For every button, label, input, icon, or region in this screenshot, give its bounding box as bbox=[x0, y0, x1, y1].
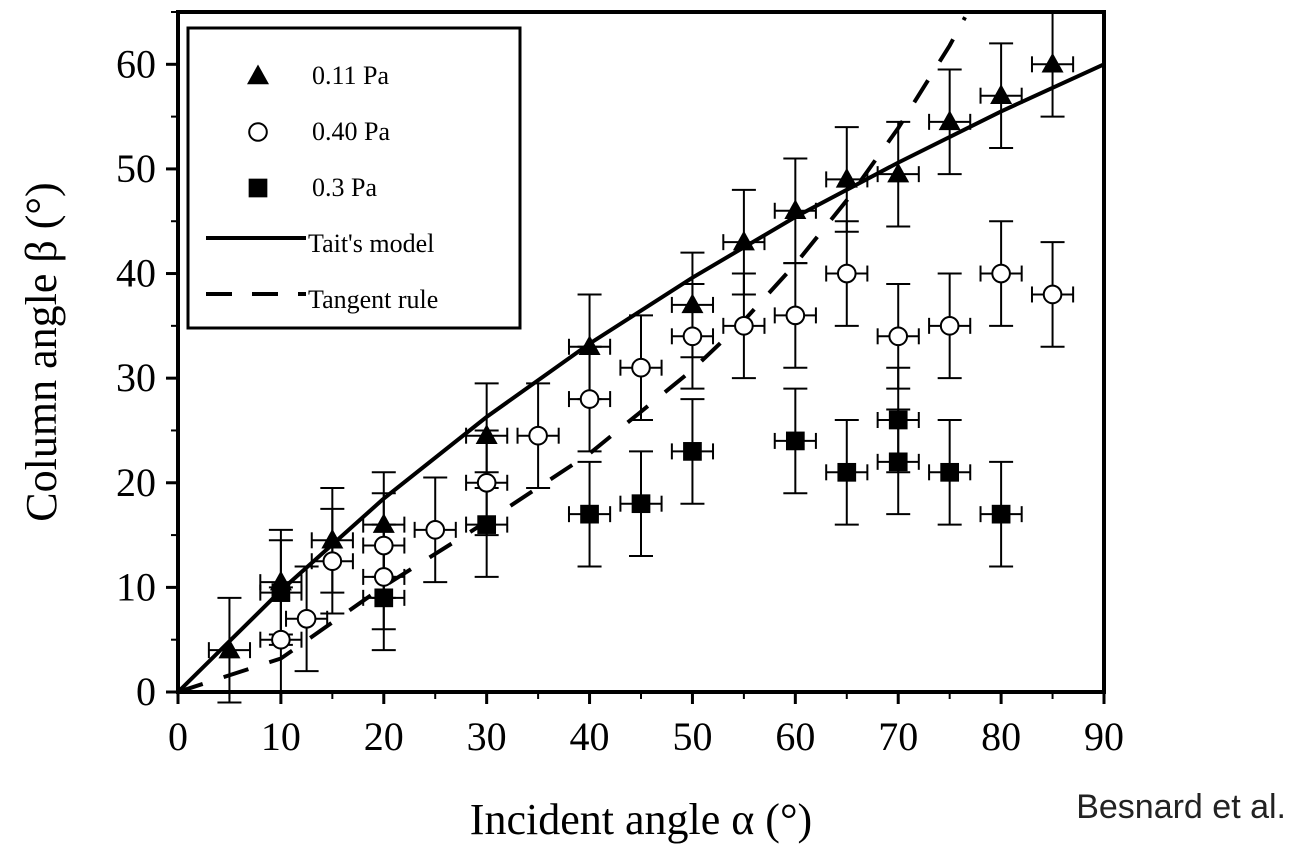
triangle-marker bbox=[990, 84, 1013, 104]
triangle-marker bbox=[887, 162, 910, 183]
circle-marker bbox=[888, 326, 909, 347]
circle-marker bbox=[682, 326, 703, 347]
triangle-marker bbox=[578, 335, 601, 356]
circle-marker bbox=[373, 535, 394, 556]
circle-marker bbox=[991, 263, 1011, 284]
square-marker bbox=[837, 462, 857, 482]
legend-item: 0.40 Pa bbox=[248, 117, 390, 146]
y-tick-label: 0 bbox=[136, 669, 156, 714]
legend-item: Tait's model bbox=[206, 229, 434, 258]
triangle-marker bbox=[681, 293, 704, 314]
triangle-marker bbox=[938, 110, 961, 131]
y-axis-title: Column angle β (°) bbox=[17, 182, 66, 521]
square-marker bbox=[271, 583, 291, 602]
x-tick-label: 0 bbox=[168, 714, 188, 759]
y-tick-label: 30 bbox=[116, 355, 156, 400]
legend-item: 0.3 Pa bbox=[248, 173, 377, 202]
x-tick-label: 20 bbox=[364, 714, 404, 759]
square-marker bbox=[683, 442, 702, 461]
x-tick-label: 80 bbox=[981, 714, 1021, 759]
triangle-marker bbox=[475, 424, 498, 444]
square-marker bbox=[477, 515, 497, 534]
triangle-marker bbox=[218, 638, 241, 659]
circle-marker bbox=[1042, 284, 1063, 305]
legend-label: Tangent rule bbox=[308, 285, 438, 314]
circle-marker bbox=[836, 263, 857, 284]
y-tick-label: 10 bbox=[116, 564, 156, 609]
triangle-marker bbox=[321, 528, 344, 549]
circle-marker bbox=[248, 122, 268, 142]
circle-marker bbox=[785, 305, 806, 326]
circle-marker bbox=[528, 425, 548, 446]
y-tick-label: 60 bbox=[116, 41, 156, 86]
square-marker bbox=[785, 431, 805, 451]
legend-item: 0.11 Pa bbox=[247, 61, 389, 90]
square-marker bbox=[248, 178, 268, 198]
y-tick-label: 40 bbox=[116, 251, 156, 296]
square-marker bbox=[940, 462, 960, 482]
square-marker bbox=[888, 452, 908, 472]
triangle-marker bbox=[835, 167, 858, 188]
legend-label: 0.3 Pa bbox=[312, 173, 377, 202]
square-marker bbox=[580, 504, 599, 524]
x-tick-label: 70 bbox=[878, 714, 918, 759]
legend: 0.11 Pa 0.40 Pa 0.3 Pa Tait's model Tangent … bbox=[186, 26, 522, 330]
square-marker bbox=[631, 494, 651, 514]
x-tick-label: 90 bbox=[1084, 714, 1124, 759]
y-tick-label: 50 bbox=[116, 146, 156, 191]
triangle-marker bbox=[1041, 52, 1064, 73]
circle-marker bbox=[939, 316, 960, 336]
source-credit: Besnard et al. bbox=[1076, 788, 1286, 826]
x-tick-label: 10 bbox=[261, 714, 301, 759]
triangle-marker bbox=[784, 199, 807, 220]
circle-marker bbox=[476, 472, 497, 493]
circle-marker bbox=[373, 567, 394, 587]
triangle-marker bbox=[732, 230, 755, 251]
y-tick-label: 20 bbox=[116, 460, 156, 505]
circle-marker bbox=[296, 608, 317, 629]
data-markers bbox=[218, 52, 1064, 659]
x-axis-title: Incident angle α (°) bbox=[470, 795, 812, 844]
square-marker bbox=[888, 410, 908, 430]
circle-marker bbox=[631, 357, 651, 378]
legend-label: 0.11 Pa bbox=[312, 61, 389, 90]
square-marker bbox=[991, 504, 1011, 524]
circle-marker bbox=[271, 629, 291, 650]
legend-label: Tait's model bbox=[308, 229, 434, 258]
x-tick-label: 50 bbox=[672, 714, 712, 759]
square-marker bbox=[374, 588, 394, 608]
x-tick-label: 60 bbox=[775, 714, 815, 759]
tick-labels: 0 10 20 30 40 50 60 70 80 90 0 10 20 30 40 50 60 bbox=[116, 41, 1124, 759]
legend-label: 0.40 Pa bbox=[312, 117, 390, 146]
axis-ticks bbox=[166, 11, 1106, 704]
x-tick-label: 30 bbox=[467, 714, 507, 759]
circle-marker bbox=[425, 520, 446, 540]
circle-marker bbox=[579, 389, 600, 409]
legend-box bbox=[186, 26, 522, 330]
triangle-marker bbox=[372, 513, 395, 533]
triangle-marker bbox=[247, 64, 269, 85]
circle-marker bbox=[734, 316, 754, 336]
legend-item: Tangent rule bbox=[206, 285, 438, 314]
x-tick-label: 40 bbox=[570, 714, 610, 759]
circle-marker bbox=[322, 551, 343, 572]
